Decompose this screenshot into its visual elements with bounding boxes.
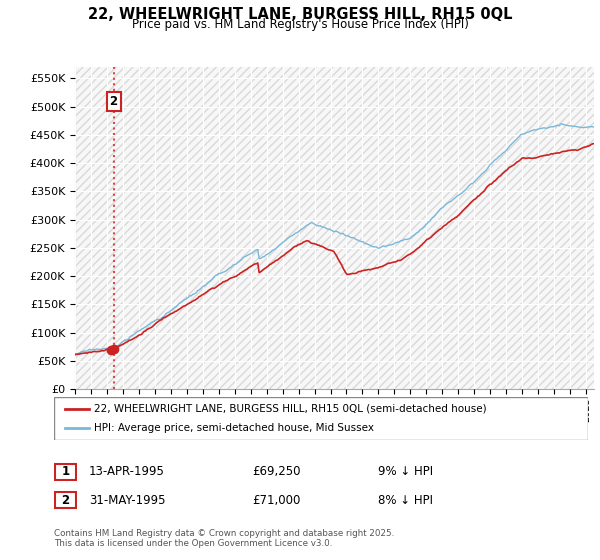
Text: Contains HM Land Registry data © Crown copyright and database right 2025.
This d: Contains HM Land Registry data © Crown c… — [54, 529, 394, 548]
Text: 2: 2 — [110, 95, 118, 108]
Bar — [75, 67, 594, 389]
Bar — [55, 464, 76, 479]
Text: HPI: Average price, semi-detached house, Mid Sussex: HPI: Average price, semi-detached house,… — [94, 423, 374, 433]
Text: 1: 1 — [61, 465, 70, 478]
Text: Price paid vs. HM Land Registry's House Price Index (HPI): Price paid vs. HM Land Registry's House … — [131, 18, 469, 31]
Text: £69,250: £69,250 — [252, 465, 301, 478]
Text: 2: 2 — [61, 493, 70, 507]
Text: 31-MAY-1995: 31-MAY-1995 — [89, 493, 166, 507]
Text: 9% ↓ HPI: 9% ↓ HPI — [378, 465, 433, 478]
Text: 8% ↓ HPI: 8% ↓ HPI — [378, 493, 433, 507]
Bar — [55, 492, 76, 508]
Text: 22, WHEELWRIGHT LANE, BURGESS HILL, RH15 0QL (semi-detached house): 22, WHEELWRIGHT LANE, BURGESS HILL, RH15… — [94, 404, 487, 413]
Text: £71,000: £71,000 — [252, 493, 301, 507]
Text: 22, WHEELWRIGHT LANE, BURGESS HILL, RH15 0QL: 22, WHEELWRIGHT LANE, BURGESS HILL, RH15… — [88, 7, 512, 22]
Text: 13-APR-1995: 13-APR-1995 — [89, 465, 164, 478]
